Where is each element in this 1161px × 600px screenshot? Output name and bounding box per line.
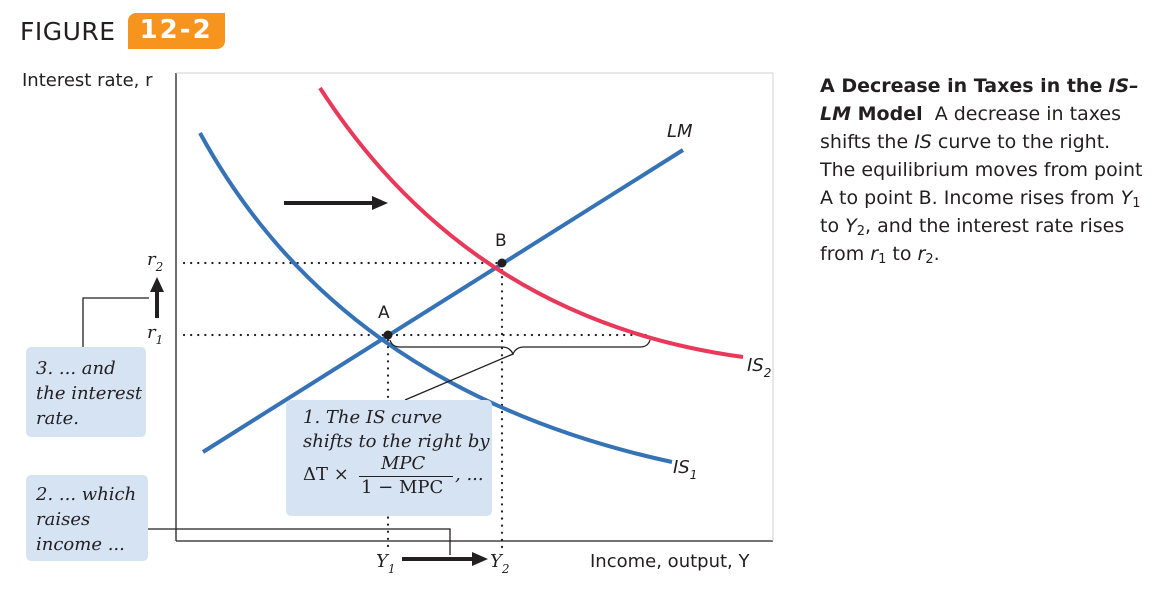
note3-leader xyxy=(82,297,149,347)
y-axis-label: Interest rate, r xyxy=(22,70,153,91)
lm-curve xyxy=(201,148,685,454)
caption-title: A Decrease in Taxes in the xyxy=(820,75,1103,97)
note1-tail: , ... xyxy=(455,464,484,485)
note1-line1: 1. The IS curve xyxy=(303,407,443,428)
note1-delta: ΔT × xyxy=(303,464,349,485)
caption-y1: Y xyxy=(1120,187,1133,209)
caption-r2: r xyxy=(917,243,926,265)
is1-curve xyxy=(198,132,673,464)
y1-tick-label: Y1 xyxy=(376,551,396,576)
caption-title-model: Model xyxy=(851,103,923,125)
r1-tick-label: r1 xyxy=(147,322,163,347)
caption-title-islm: IS–LM xyxy=(820,75,1139,125)
shift-arrow-icon xyxy=(372,196,388,210)
caption-text-3: , and the interest rate rises from xyxy=(820,215,1125,265)
up-arrow-icon xyxy=(150,277,164,292)
note2-line3: income ... xyxy=(36,534,125,555)
lm-label: LM xyxy=(667,121,693,142)
note2-line1: 2. ... which xyxy=(36,484,137,505)
is1-label: IS1 xyxy=(673,457,697,482)
caption-r2-sub: 2 xyxy=(925,252,934,267)
right-arrow-icon xyxy=(472,552,488,566)
y2-tick-label: Y2 xyxy=(490,551,510,576)
note2-leader xyxy=(148,528,451,555)
note1-formula: ΔT × MPC 1 − MPC , ... xyxy=(303,453,492,498)
caption-to-2: to xyxy=(886,243,918,265)
caption-r1: r xyxy=(870,243,879,265)
note-income: 2. ... which raises income ... xyxy=(26,475,148,561)
note1-numerator: MPC xyxy=(381,453,426,474)
note1-line2: shifts to the right by xyxy=(303,431,490,452)
note-is-shift: 1. The IS curve shifts to the right by Δ… xyxy=(286,400,492,516)
figure-number-badge: 12-2 xyxy=(127,13,225,49)
note1-denominator: 1 − MPC xyxy=(361,477,444,498)
note3-line2: the interest xyxy=(36,383,143,404)
caption-y2-sub: 2 xyxy=(856,224,866,239)
shift-brace xyxy=(389,339,651,356)
caption-to-1: to xyxy=(820,215,846,237)
point-a-marker xyxy=(383,330,393,340)
note1-fraction-bar xyxy=(359,476,453,477)
note1-leader xyxy=(404,353,514,401)
is2-label: IS2 xyxy=(747,355,771,380)
x-axis-label: Income, output, Y xyxy=(590,551,750,572)
caption-y2: Y xyxy=(845,215,857,237)
point-b-marker xyxy=(497,258,507,268)
caption-is: IS xyxy=(914,131,932,153)
note3-line1: 3. ... and xyxy=(36,358,116,379)
note3-line3: rate. xyxy=(36,408,79,429)
caption-text-2: curve to the right. The equilibrium move… xyxy=(820,131,1143,209)
point-b-label: B xyxy=(495,231,507,251)
is2-curve xyxy=(318,86,744,359)
r2-tick-label: r2 xyxy=(147,249,163,274)
caption-r1-sub: 1 xyxy=(878,252,887,267)
point-a-label: A xyxy=(378,303,390,323)
caption-end: . xyxy=(933,243,940,265)
caption-text-1: A decrease in taxes shifts the xyxy=(820,103,1121,153)
caption-y1-sub: 1 xyxy=(1132,196,1141,211)
figure-header: FIGURE 12-2 xyxy=(20,13,225,49)
note2-line2: raises xyxy=(36,509,91,530)
note-interest: 3. ... and the interest rate. xyxy=(26,347,146,437)
figure-word: FIGURE xyxy=(20,16,116,46)
figure-caption: A Decrease in Taxes in the IS–LM Model A… xyxy=(820,72,1150,268)
